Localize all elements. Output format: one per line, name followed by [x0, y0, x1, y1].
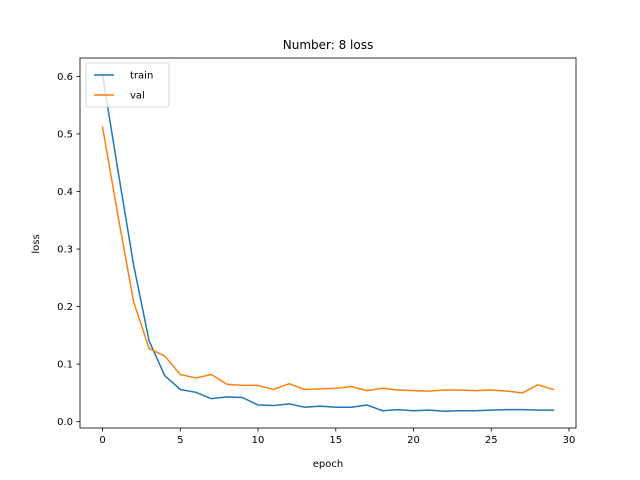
chart-title: Number: 8 loss: [283, 38, 373, 52]
x-tick-label: 20: [407, 435, 420, 446]
x-tick-label: 5: [177, 435, 183, 446]
y-axis-ticks: 0.0 0.1 0.2 0.3 0.4 0.5 0.6: [57, 72, 80, 428]
legend: train val: [85, 62, 170, 108]
x-axis-label: epoch: [313, 459, 343, 470]
x-tick-label: 15: [329, 435, 342, 446]
y-tick-label: 0.3: [57, 245, 73, 256]
x-tick-label: 10: [252, 435, 265, 446]
y-tick-label: 0.5: [57, 129, 73, 140]
y-axis-label: loss: [31, 234, 42, 253]
legend-box: [85, 62, 170, 108]
plot-area: 0 5 10 15 20 25 30 0.0 0.1 0.2 0.3 0.4 0.5 0.6: [57, 57, 577, 446]
legend-label-train: train: [130, 71, 153, 82]
axes-frame: [79, 57, 577, 429]
series-line-train: [101, 73, 555, 413]
y-tick-label: 0.4: [57, 187, 73, 198]
series-lines: [101, 73, 555, 413]
x-tick-label: 25: [485, 435, 498, 446]
x-tick-label: 30: [563, 435, 576, 446]
y-tick-label: 0.6: [57, 72, 73, 83]
x-tick-label: 0: [99, 435, 105, 446]
y-tick-label: 0.2: [57, 302, 73, 313]
x-axis-ticks: 0 5 10 15 20 25 30: [99, 428, 575, 446]
y-tick-label: 0.0: [57, 417, 73, 428]
series-line-val: [101, 126, 555, 394]
legend-label-val: val: [130, 91, 145, 102]
y-tick-label: 0.1: [57, 360, 73, 371]
